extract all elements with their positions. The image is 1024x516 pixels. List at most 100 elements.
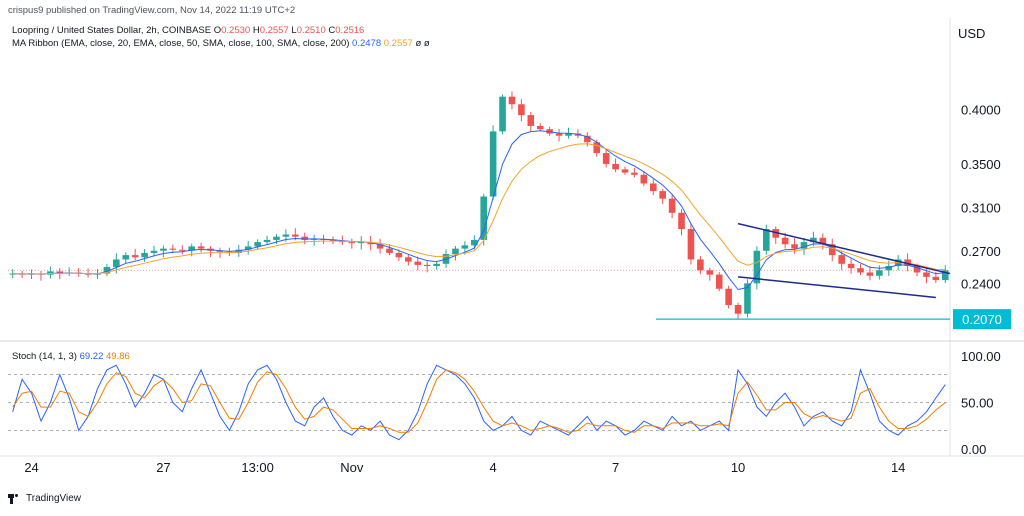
candle-body: [744, 283, 751, 314]
candle-body: [659, 191, 666, 199]
brand-label: TradingView: [26, 493, 82, 504]
candle-body: [932, 276, 940, 281]
candle-body: [800, 242, 808, 249]
stoch-label[interactable]: Stoch (14, 1, 3): [12, 351, 77, 362]
candle-body: [263, 239, 271, 243]
publisher-line: crispus9 published on TradingView.com, N…: [8, 5, 296, 16]
candle-body: [791, 244, 798, 249]
candle-body: [753, 250, 761, 284]
low-value: 0.2510: [296, 25, 326, 36]
time-tick-label: 24: [24, 460, 38, 475]
candle-body: [386, 248, 393, 253]
ma-value-1: 0.2478: [352, 38, 382, 49]
candle-body: [395, 252, 403, 258]
candle-body: [828, 244, 836, 256]
candle-body: [282, 234, 290, 237]
stoch-d-line: [12, 369, 946, 433]
candle-body: [668, 198, 676, 213]
candle-body: [414, 261, 422, 265]
ma-value-4: ø: [423, 38, 430, 49]
candle-body: [499, 96, 506, 132]
candle-body: [536, 125, 544, 130]
candle-body: [376, 244, 384, 249]
wedge-upper-line: [737, 222, 951, 275]
candle-body: [188, 246, 195, 251]
candle-body: [715, 274, 723, 289]
candle-body: [131, 255, 139, 258]
candle-body: [838, 255, 845, 264]
candle-body: [273, 236, 280, 240]
candle-body: [857, 268, 864, 273]
candle-body: [56, 271, 64, 274]
price-tick-label: 0.4000: [961, 103, 1001, 118]
candle-body: [169, 248, 177, 250]
candle-body: [461, 245, 469, 249]
candle-body: [678, 212, 685, 230]
candle-body: [405, 257, 412, 262]
candle-body: [763, 229, 770, 251]
candle-body: [292, 234, 299, 237]
candle-body: [866, 272, 874, 276]
time-tick-label: 4: [490, 460, 497, 475]
candle-body: [923, 272, 930, 277]
candle-body: [621, 169, 629, 173]
price-tick-label: 0.3500: [961, 157, 1001, 172]
candle-body: [113, 259, 120, 268]
candle-body: [480, 196, 488, 240]
candle-body: [348, 242, 356, 244]
high-label: H: [252, 25, 260, 36]
candle-body: [649, 183, 657, 192]
candle-body: [470, 239, 478, 246]
candle-body: [160, 248, 167, 251]
candle-body: [518, 104, 525, 116]
candle-body: [734, 305, 742, 314]
candle-body: [433, 263, 440, 266]
stoch-tick-label: 100.00: [961, 349, 1001, 364]
candle-body: [489, 131, 497, 197]
candle-body: [235, 249, 243, 253]
close-value: 0.2516: [335, 25, 365, 36]
candle-body: [781, 237, 789, 245]
tradingview-brand[interactable]: TradingView: [8, 493, 81, 505]
candle-body: [527, 115, 535, 126]
time-tick-label: 14: [891, 460, 905, 475]
wedge-lower-line: [737, 276, 936, 299]
tradingview-logo-icon: [8, 494, 22, 504]
price-tick-label: 0.2700: [961, 244, 1001, 259]
ma-ribbon-label[interactable]: MA Ribbon (EMA, close, 20, EMA, close, 5…: [12, 38, 350, 49]
candle-body: [847, 263, 855, 269]
time-tick-label: 7: [612, 460, 619, 475]
candle-body: [593, 142, 601, 154]
candle-body: [687, 229, 695, 260]
candle-body: [178, 249, 186, 251]
candle-body: [941, 270, 949, 281]
candle-body: [122, 255, 130, 260]
symbol-name[interactable]: Loopring / United States Dollar, 2h, COI…: [12, 25, 212, 36]
candle-body: [602, 153, 610, 164]
candle-body: [197, 246, 205, 249]
stoch-d-value: 49.86: [106, 351, 130, 362]
candle-body: [216, 250, 224, 252]
ema20-line: [12, 130, 946, 291]
support-label-box: [953, 309, 1011, 330]
ma-value-2: 0.2557: [383, 38, 413, 49]
candle-body: [612, 163, 619, 170]
candle-body: [357, 242, 365, 244]
currency-label: USD: [958, 26, 985, 41]
stoch-tick-label: 0.00: [961, 442, 986, 457]
stoch-k-value: 69.22: [79, 351, 104, 362]
symbol-legend: Loopring / United States Dollar, 2h, COI…: [12, 25, 364, 37]
candle-body: [772, 229, 780, 238]
time-tick-label: Nov: [340, 460, 364, 475]
candle-body: [810, 237, 817, 243]
candle-body: [876, 270, 883, 276]
time-tick-label: 13:00: [241, 460, 274, 475]
support-label: 0.2070: [962, 312, 1002, 327]
candle-body: [329, 239, 337, 242]
candle-body: [819, 237, 827, 245]
candle-body: [423, 264, 431, 266]
candle-body: [103, 267, 111, 274]
ema50-line: [12, 143, 946, 275]
